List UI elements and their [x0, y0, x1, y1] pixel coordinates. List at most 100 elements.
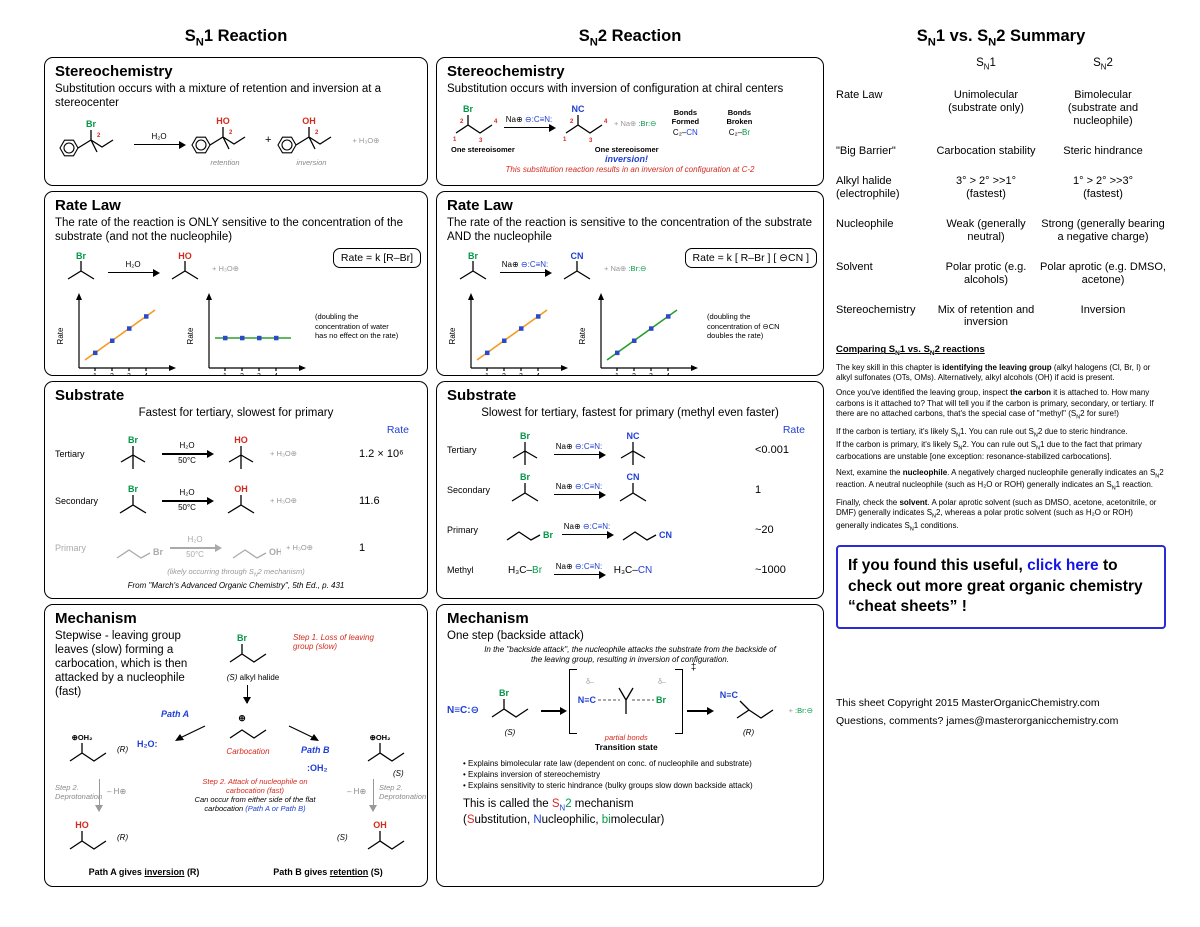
summary-column: SN1 vs. SN2 Summary SN1 SN2 Rate Law Uni… — [836, 0, 1166, 731]
summary-row-label: Solvent — [836, 260, 873, 273]
sn2-rate-law-box: Rate Law The rate of the reaction is sen… — [436, 191, 824, 377]
svg-text:1: 1 — [453, 137, 457, 143]
svg-text:NC: NC — [572, 104, 585, 114]
svg-text:4: 4 — [144, 373, 148, 376]
transition-state-label: Transition state — [594, 742, 658, 753]
one-stereoisomer-right: One stereoisomer — [594, 145, 659, 155]
r-config-label-final: (R) — [117, 833, 129, 843]
rate-vs-nucleophile-graph: Rate 1 2 3 4 [ ⊖CN ] — [577, 288, 705, 375]
alkyl-bromide-structure: Br — [67, 251, 95, 280]
svg-text:Rate: Rate — [448, 327, 457, 344]
svg-text:N≡C: N≡C — [578, 695, 597, 705]
rate-vs-substrate-graph: Rate 1 2 3 4 [ R–Br ] — [55, 288, 183, 376]
summary-row-label: Stereochemistry — [836, 303, 916, 316]
svg-text:3: 3 — [589, 138, 593, 144]
svg-text:Br: Br — [520, 472, 530, 482]
reaction-arrow — [687, 707, 714, 714]
section-body: Stepwise - leaving group leaves (slow) f… — [55, 630, 188, 699]
secbutyl-nitrile-structure: NC 1 2 3 4 — [563, 104, 608, 144]
cta-click-here-link[interactable]: click here — [1027, 556, 1099, 574]
svg-text:4: 4 — [604, 119, 608, 125]
reaction-arrow: Na⊕ ⊖:C≡N: — [504, 115, 556, 131]
bullet-item: Explains sensitivity to steric hindrance… — [463, 781, 813, 792]
tbutyl-bromide-structure: Br — [512, 431, 538, 466]
rate-column-header: Rate — [386, 424, 409, 437]
inversion-label: inversion! — [605, 154, 649, 165]
tbutyl-nitrile-structure: NC — [620, 431, 646, 466]
partial-bonds-label: partial bonds — [604, 733, 648, 743]
svg-text:NC: NC — [627, 431, 640, 441]
svg-text:2: 2 — [240, 373, 244, 376]
summary-row-label: Alkyl halide (electrophile) — [836, 174, 900, 200]
svg-text:⊕OH₂: ⊕OH₂ — [370, 733, 391, 742]
svg-text:2: 2 — [97, 133, 101, 139]
substrate-row-secondary: Secondary Br H₂O 50°C OH + H₃O⊕ 11.6 — [55, 477, 417, 524]
svg-text:δ–: δ– — [658, 679, 666, 686]
section-body: The rate of the reaction is ONLY sensiti… — [55, 217, 403, 244]
svg-text:1: 1 — [223, 373, 227, 376]
phenyl-alcohol-inversion-structure: OH 2 — [277, 116, 332, 154]
bullet-item: Explains inversion of stereochemistry — [463, 770, 813, 781]
path-a-label: Path A — [161, 709, 190, 720]
svg-text:Br: Br — [543, 530, 553, 540]
deprotonation-label-right: Step 2. Deprotonation — [379, 783, 427, 802]
isopropyl-bromide-structure: Br — [511, 472, 539, 502]
section-heading: Stereochemistry — [55, 63, 173, 81]
comparing-section: Comparing SN1 vs. SN2 reactions The key … — [836, 344, 1164, 533]
path-b-result: Path B gives retention (S) — [273, 867, 383, 878]
isopropyl-alcohol-structure: OH — [227, 484, 255, 514]
reaction-arrow: H₂O — [108, 260, 160, 276]
section-subtitle: Slowest for tertiary, fastest for primar… — [481, 407, 779, 420]
svg-text:Br: Br — [76, 251, 86, 261]
comparing-paragraph: Once you've identified the leaving group… — [836, 388, 1154, 421]
svg-text:HO: HO — [75, 820, 89, 830]
oxonium-intermediate-r: ⊕OH₂ — [69, 733, 107, 763]
summary-table: SN1 SN2 Rate Law Unimolecular (substrate … — [836, 57, 1166, 329]
methyl-nitrile-formula: H₃C–CN — [613, 564, 653, 576]
sn2-column-title: SN2 Reaction — [578, 27, 682, 49]
svg-text:Br: Br — [463, 104, 473, 114]
water-nucleophile-right: :OH₂ — [307, 763, 328, 774]
svg-text:Br: Br — [128, 484, 138, 494]
path-b-arrow — [288, 725, 319, 742]
sn2-mechanism-box: Mechanism One step (backside attack) In … — [436, 604, 824, 888]
oxonium-intermediate-s: ⊕OH₂ — [367, 733, 405, 763]
path-a-arrow — [175, 725, 206, 742]
svg-text:2: 2 — [229, 130, 233, 136]
phenyl-bromide-structure: Br 2 — [59, 119, 114, 157]
sn2-column: SN2 Reaction Stereochemistry Substitutio… — [436, 0, 824, 892]
transition-state-structure: N≡C Br δ– δ– — [578, 679, 667, 715]
summary-cell: Inversion — [1080, 303, 1126, 316]
byproduct-text: + H₃O⊕ — [212, 263, 240, 273]
cta-text-pre: If you found this useful, — [848, 556, 1028, 574]
rate-vs-substrate-graph: Rate 1 2 3 4 [ R–Br ] — [447, 288, 575, 376]
svg-text:4: 4 — [494, 119, 498, 125]
water-nucleophile-left: H₂O: — [137, 739, 158, 750]
section-heading: Stereochemistry — [447, 63, 565, 81]
svg-text:Rate: Rate — [56, 327, 65, 344]
comparing-paragraph: Next, examine the nucleophile. A negativ… — [836, 467, 1164, 492]
substrate-row-methyl: Methyl H₃C–Br Na⊕ ⊖:C≡N: H₃C–CN ~1000 — [447, 562, 786, 578]
byproduct-text: + Na⊕ :Br:⊖ — [614, 118, 657, 128]
cta-box: If you found this useful, click here to … — [836, 544, 1166, 630]
footer: This sheet Copyright 2015 MasterOrganicC… — [836, 695, 1166, 731]
byproduct-text: + Na⊕ :Br:⊖ — [604, 263, 647, 273]
svg-text:1: 1 — [485, 373, 489, 376]
svg-text:3: 3 — [127, 373, 131, 376]
alkyl-bromide-structure: Br — [459, 251, 487, 280]
svg-text:Br: Br — [153, 547, 163, 557]
summary-row-label: "Big Barrier" — [836, 144, 896, 157]
path-a-result: Path A gives inversion (R) — [88, 867, 200, 878]
sn2-substrate-box: Substrate Slowest for tertiary, fastest … — [436, 381, 824, 600]
svg-text:CN: CN — [627, 472, 640, 482]
down-arrow — [243, 685, 252, 705]
rate-vs-water-graph: Rate 1 2 3 4 [ H₂O ] — [185, 288, 313, 376]
sn1-column-title: SN1 Reaction — [184, 27, 288, 49]
svg-text:OH: OH — [303, 116, 317, 126]
substrate-row-secondary: Secondary Br Na⊕ ⊖:C≡N: CN 1 — [447, 470, 813, 510]
section-body: Substitution occurs with inversion of co… — [447, 83, 784, 96]
svg-text:OH: OH — [234, 484, 248, 494]
minus-h-right: – H⊕ — [347, 787, 367, 797]
step2-label: Step 2. Attack of nucleophile on carboca… — [194, 777, 316, 814]
svg-text:Br: Br — [520, 431, 530, 441]
